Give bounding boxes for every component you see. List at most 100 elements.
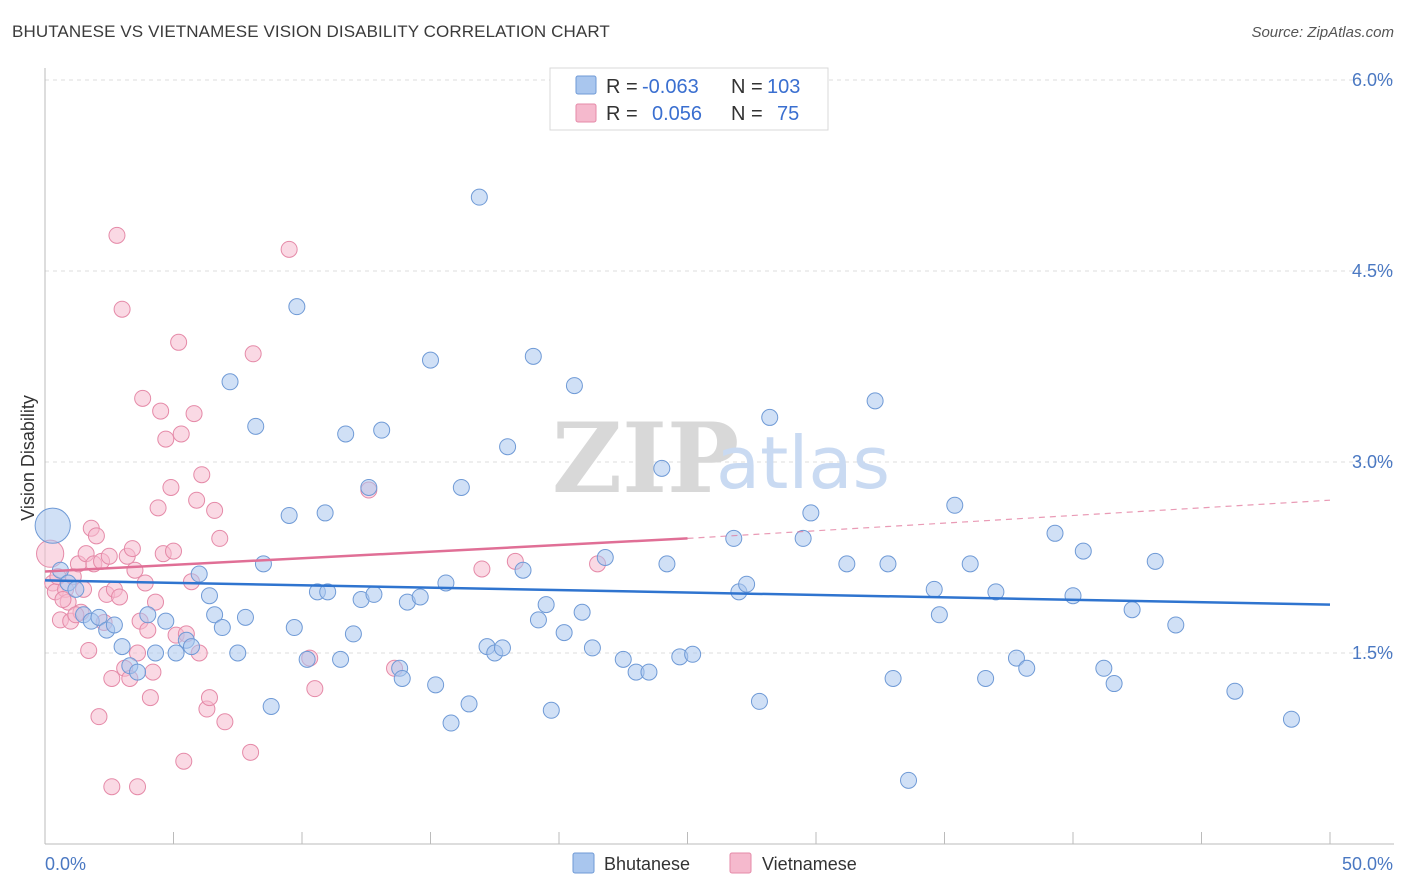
bhutanese-point-95: [1064, 587, 1082, 605]
bhutanese-point-19: [200, 587, 218, 605]
vietnamese-point-39: [149, 499, 167, 517]
bhutanese-point-45: [411, 588, 429, 606]
chart-source: Source: ZipAtlas.com: [1251, 24, 1394, 41]
bhutanese-point-40: [365, 585, 383, 603]
bhutanese-point-18: [190, 565, 208, 583]
bhutanese-point-85: [900, 771, 918, 789]
bhutanese-point-66: [596, 549, 614, 566]
bhutanese-point-84: [884, 669, 902, 687]
series-legend: Bhutanese Vietnamese: [572, 852, 857, 874]
bhutanese-trend-line: [44, 579, 1331, 606]
trend-lines: [44, 499, 1331, 606]
bhutanese-point-52: [470, 188, 488, 206]
bhutanese-point-69: [640, 663, 658, 681]
vietnamese-point-52: [188, 491, 206, 509]
legend-swatch-vietnamese: [575, 103, 597, 123]
vietnamese-point-34: [134, 389, 152, 407]
bottom-legend-swatch-bhutanese: [572, 852, 595, 874]
bhutanese-point-76: [738, 575, 756, 593]
legend-n-value-2: 75: [777, 103, 799, 125]
vietnamese-trend-extension: [687, 499, 1331, 539]
bhutanese-point-93: [1018, 659, 1036, 677]
bhutanese-point-41: [373, 421, 391, 439]
bhutanese-point-36: [337, 425, 355, 443]
bhutanese-point-56: [499, 438, 517, 456]
vietnamese-point-38: [147, 593, 165, 611]
bhutanese-point-97: [1095, 659, 1113, 677]
bottom-legend-label-bhutanese: Bhutanese: [604, 854, 690, 874]
bhutanese-point-94: [1046, 524, 1064, 542]
legend-r-label-2: R =: [606, 103, 638, 125]
bhutanese-point-51: [460, 695, 478, 713]
bhutanese-point-65: [583, 639, 601, 657]
bhutanese-point-23: [229, 644, 247, 662]
tick-labels: 1.5% 3.0% 4.5% 6.0% 0.0% 50.0%: [45, 70, 1393, 874]
axes: [44, 68, 1394, 845]
legend-n-value-1: 103: [767, 76, 800, 98]
vietnamese-point-51: [185, 405, 203, 423]
bhutanese-point-60: [537, 596, 555, 614]
bhutanese-point-86: [925, 580, 943, 598]
vietnamese-point-57: [211, 529, 229, 547]
bhutanese-point-49: [442, 714, 460, 732]
bhutanese-point-33: [316, 504, 334, 522]
bhutanese-point-47: [427, 676, 445, 694]
bhutanese-point-30: [288, 298, 306, 316]
bhutanese-point-82: [866, 392, 884, 410]
vietnamese-point-58: [216, 713, 234, 731]
bhutanese-point-27: [262, 697, 280, 715]
vietnamese-point-43: [162, 478, 180, 496]
vietnamese-point-73: [141, 689, 159, 707]
vietnamese-point-13: [80, 641, 98, 659]
vietnamese-point-59: [242, 743, 260, 761]
vietnamese-point-72: [129, 778, 147, 796]
bhutanese-point-102: [1226, 682, 1244, 700]
bhutanese-point-13: [147, 644, 165, 662]
bhutanese-point-43: [393, 669, 411, 687]
y-tick-label-1: 3.0%: [1352, 452, 1393, 472]
vietnamese-point-69: [54, 591, 72, 609]
legend-swatch-bhutanese: [575, 75, 597, 95]
watermark-zip: ZIP: [552, 402, 739, 515]
chart-title: BHUTANESE VS VIETNAMESE VISION DISABILIT…: [12, 22, 610, 41]
bhutanese-point-90: [977, 669, 995, 687]
bhutanese-point-89: [961, 555, 979, 573]
vietnamese-point-36: [139, 621, 157, 639]
bhutanese-point-83: [879, 555, 897, 573]
y-tick-label-3: 6.0%: [1352, 70, 1393, 90]
bhutanese-point-25: [247, 417, 265, 435]
legend-n-label-1: N =: [731, 76, 763, 98]
bhutanese-point-57: [514, 561, 532, 579]
vietnamese-point-37: [144, 663, 162, 681]
legend-r-value-1: -0.063: [642, 76, 699, 98]
bhutanese-point-61: [542, 701, 560, 719]
vietnamese-point-44: [165, 542, 182, 560]
bhutanese-point-88: [946, 496, 964, 514]
bhutanese-point-67: [614, 650, 632, 668]
vietnamese-point-40: [152, 402, 170, 420]
bhutanese-point-55: [493, 639, 511, 657]
bhutanese-point-14: [157, 612, 175, 630]
bhutanese-point-6: [90, 608, 108, 626]
vietnamese-point-16: [87, 527, 105, 545]
bhutanese-point-58: [524, 347, 542, 365]
bhutanese-point-96: [1074, 542, 1092, 560]
bhutanese-point-34: [319, 583, 337, 601]
vietnamese-point-60: [244, 345, 262, 363]
bhutanese-point-78: [761, 408, 779, 426]
bhutanese-point-46: [422, 351, 439, 369]
bhutanese-point-17: [182, 638, 200, 656]
vietnamese-point-46: [170, 333, 188, 351]
bhutanese-point-26: [254, 555, 272, 573]
watermark-atlas: atlas: [716, 421, 890, 505]
vietnamese-point-47: [172, 425, 190, 443]
vietnamese-point-61: [280, 240, 298, 258]
legend-r-value-2: 0.056: [652, 103, 702, 125]
vietnamese-point-17: [90, 708, 108, 726]
legend-n-label-2: N =: [731, 103, 763, 125]
vietnamese-point-71: [103, 778, 121, 796]
bhutanese-point-64: [573, 603, 591, 621]
bhutanese-point-80: [802, 504, 820, 522]
bhutanese-point-91: [987, 583, 1005, 601]
